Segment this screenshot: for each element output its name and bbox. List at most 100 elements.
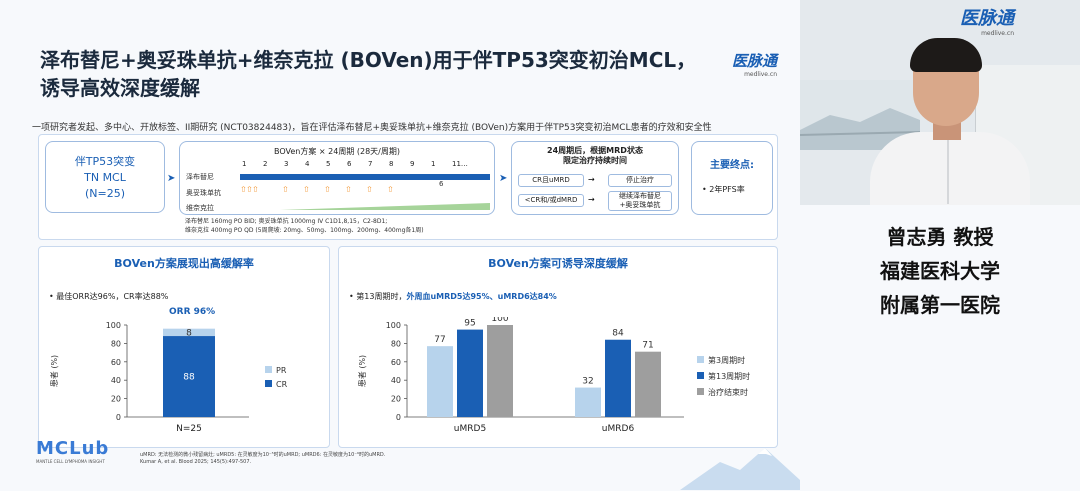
y-tick-label: 100 xyxy=(386,321,401,330)
speaker-name-panel: 曾志勇 教授 福建医科大学 附属第一医院 xyxy=(800,205,1080,491)
logo-subtext: medlive.cn xyxy=(981,30,1014,37)
mclub-logo: MCLub xyxy=(36,438,110,459)
obinutuzumab-doses: ⇧ ⇧ ⇧ ⇧ ⇧ ⇧ ⇧ ⇧ ⇧ xyxy=(240,185,490,197)
arrow-icon: ➤ xyxy=(167,173,176,184)
dose-arrow-icon: ⇧ xyxy=(303,185,310,194)
population-line2: TN MCL xyxy=(84,171,126,184)
y-tick-label: 80 xyxy=(391,339,401,348)
footnote-line2: Kumar A, et al. Blood 2025; 145(5):497-5… xyxy=(140,459,252,465)
logo-text: 医脉通 xyxy=(960,8,1014,29)
y-axis-title: 患者 (%) xyxy=(357,355,367,387)
legend-swatch xyxy=(697,388,704,395)
bar xyxy=(635,351,661,417)
mrd-bullet: • 第13周期时，外周血uMRD5达95%、uMRD6达84% xyxy=(349,291,557,302)
logo-text: 医脉通 xyxy=(732,52,778,70)
presentation-slide: 泽布替尼+奥妥珠单抗+维奈克拉 (BOVen)用于伴TP53突变初治MCL， 诱… xyxy=(32,46,800,490)
regimen-box: BOVen方案 × 24周期 (28天/周期) 1 2 3 4 5 6 7 8 9 1 11… 泽布… xyxy=(179,141,495,215)
dosing-notes: 泽布替尼 160mg PO BID; 奥妥珠单抗 1000mg IV C1D1,… xyxy=(185,217,424,235)
cycle-number: 4 xyxy=(305,160,310,168)
legend-swatch xyxy=(265,366,272,373)
dosing-line-2: 维奈克拉 400mg PO QD (5周爬坡: 20mg、50mg、100mg、… xyxy=(185,227,424,234)
mrd-title-line2: 限定治疗持续时间 xyxy=(563,156,627,165)
medlive-logo: 医脉通 medlive.cn xyxy=(732,50,777,78)
bar xyxy=(427,346,453,417)
dose-arrow-icon: ⇧ xyxy=(246,185,253,194)
data-label: 88 xyxy=(183,373,195,383)
bar xyxy=(487,325,513,417)
slide-title: 泽布替尼+奥妥珠单抗+维奈克拉 (BOVen)用于伴TP53突变初治MCL， 诱… xyxy=(40,46,740,102)
orr-chart-heading: BOVen方案展现出高缓解率 xyxy=(114,257,254,270)
arrow-icon: → xyxy=(588,195,595,204)
mrd-box: 24周期后，根据MRD状态 限定治疗持续时间 CR且uMRD → 停止治疗 <C… xyxy=(511,141,679,215)
affiliation-line2: 附属第一医院 xyxy=(880,293,1000,317)
y-tick-label: 60 xyxy=(111,358,121,367)
y-tick-label: 0 xyxy=(396,413,401,422)
zanubrutinib-bar xyxy=(240,174,490,180)
endpoint-item: • 2年PFS率 xyxy=(702,185,745,194)
mclub-brand: MCLub MANTLE CELL LYMPHOMA INSIGHT xyxy=(36,438,109,464)
dose-arrow-icon: ⇧ xyxy=(345,185,352,194)
bar-cr xyxy=(163,336,215,417)
mrd-title-line1: 24周期后，根据MRD状态 xyxy=(547,146,643,155)
mrd-bullet-prefix: • 第13周期时， xyxy=(349,292,407,301)
mclub-subtext: MANTLE CELL LYMPHOMA INSIGHT xyxy=(36,459,105,464)
mrd-action-2: 继续泽布替尼 +奥妥珠单抗 xyxy=(608,191,672,211)
endpoint-box: 主要终点: • 2年PFS率 xyxy=(691,141,773,215)
study-design-panel: 伴TP53突变 TN MCL (N=25) ➤ BOVen方案 × 24周期 (… xyxy=(38,134,778,240)
orr-bullet: • 最佳ORR达96%，CR率达88% xyxy=(49,292,169,301)
y-axis-title: 患者 (%) xyxy=(49,355,59,387)
mrd-condition-1: CR且uMRD xyxy=(518,174,584,187)
drug-label-3: 维奈克拉 xyxy=(186,204,214,212)
footnote-line1: uMRD: 无法检测的微小残留病灶; uMRD5: 在灵敏度为10⁻⁵时的uMR… xyxy=(140,452,386,458)
data-label: 71 xyxy=(642,341,653,351)
legend-swatch xyxy=(697,372,704,379)
logo-subtext: medlive.cn xyxy=(744,71,778,78)
bar xyxy=(457,329,483,417)
cycle-number: 1 xyxy=(431,160,436,168)
x-tick-label: uMRD5 xyxy=(454,424,486,434)
population-line3: (N=25) xyxy=(84,187,126,200)
mrd-bullet-highlight: 外周血uMRD5达95%、uMRD6达84% xyxy=(406,292,557,301)
data-label: 100 xyxy=(491,317,508,324)
drug-label-1: 泽布替尼 xyxy=(186,173,214,181)
arrow-icon: ➤ xyxy=(499,173,508,184)
cycle-numbers: 1 2 3 4 5 6 7 8 9 1 11… xyxy=(242,160,490,170)
y-tick-label: 80 xyxy=(111,339,121,348)
dose-arrow-icon: ⇧ xyxy=(366,185,373,194)
y-tick-label: 40 xyxy=(391,376,401,385)
data-label: 32 xyxy=(582,377,593,387)
mountain-decoration xyxy=(680,448,800,490)
footnotes: uMRD: 无法检测的微小残留病灶; uMRD5: 在灵敏度为10⁻⁵时的uMR… xyxy=(140,452,385,466)
dose-arrow-icon: ⇧ xyxy=(252,185,259,194)
legend-swatch xyxy=(265,380,272,387)
speaker-hair xyxy=(910,38,982,72)
slide-title-line1: 泽布替尼+奥妥珠单抗+维奈克拉 (BOVen)用于伴TP53突变初治MCL， xyxy=(40,48,697,72)
cycle-6-marker: 6 xyxy=(439,180,444,188)
cycle-number: 11… xyxy=(452,160,468,168)
y-tick-label: 20 xyxy=(391,395,401,404)
cycle-number: 7 xyxy=(368,160,373,168)
cycle-number: 5 xyxy=(326,160,331,168)
orr-chart-panel: BOVen方案展现出高缓解率 • 最佳ORR达96%，CR率达88% ORR 9… xyxy=(38,246,330,448)
bar xyxy=(575,387,601,417)
data-label: 95 xyxy=(464,319,475,329)
regimen-title: BOVen方案 × 24周期 (28天/周期) xyxy=(274,147,400,156)
x-tick-label: N=25 xyxy=(176,424,202,434)
dose-arrow-icon: ⇧ xyxy=(282,185,289,194)
legend-label: 第13周期时 xyxy=(708,371,750,381)
x-tick-label: uMRD6 xyxy=(602,424,635,434)
affiliation-line1: 福建医科大学 xyxy=(880,259,1000,283)
cycle-number: 8 xyxy=(389,160,394,168)
mrd-chart-panel: BOVen方案可诱导深度缓解 • 第13周期时，外周血uMRD5达95%、uMR… xyxy=(338,246,778,448)
dose-arrow-icon: ⇧ xyxy=(240,185,247,194)
speaker-name: 曾志勇 教授 xyxy=(886,225,994,249)
legend-label: PR xyxy=(276,366,287,375)
legend-swatch xyxy=(697,356,704,363)
data-label: 8 xyxy=(186,328,192,338)
mrd-chart-heading: BOVen方案可诱导深度缓解 xyxy=(488,257,628,270)
mrd-condition-2: <CR和/或dMRD xyxy=(518,194,584,207)
slide-title-line2: 诱导高效深度缓解 xyxy=(40,76,200,100)
dose-arrow-icon: ⇧ xyxy=(387,185,394,194)
